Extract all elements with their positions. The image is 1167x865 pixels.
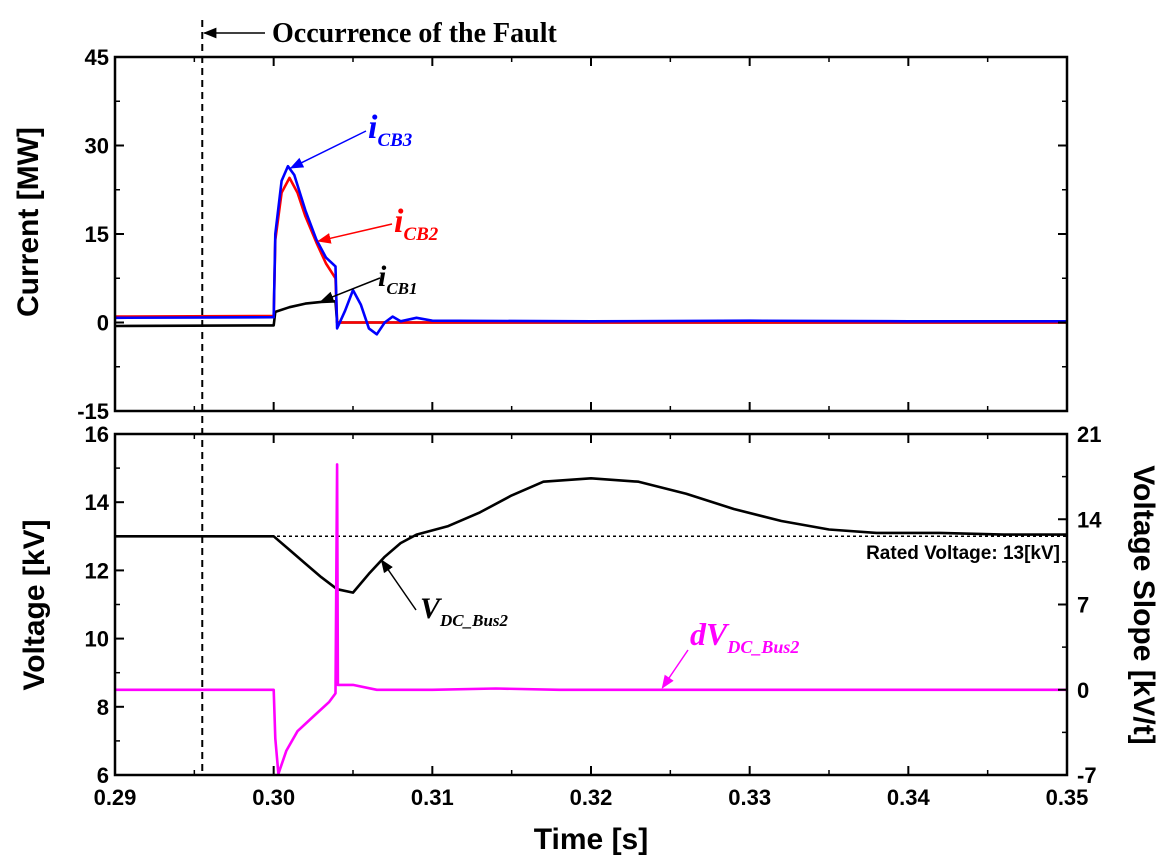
icb3-label-arrow [289, 130, 367, 169]
icb3-label: iCB3 [368, 109, 412, 151]
bottom-plot-frame [113, 432, 1069, 777]
bottom-y-tick-label: 6 [97, 763, 109, 788]
top-y-tick-label: 30 [85, 134, 109, 159]
x-tick-label: 0.29 [94, 785, 137, 810]
vdc-label: VDC_Bus2 [420, 592, 509, 630]
top-y-tick-label: 0 [97, 311, 109, 336]
vdc-label-arrow [380, 559, 417, 611]
series-line-dvdc-bus2 [115, 463, 1067, 776]
bottom-panel: 6 8 10 12 14 16 -7 0 7 14 21 VDC_Bus2 dVDC_Bus2 [85, 422, 1103, 788]
right-y-tick-label: 0 [1077, 678, 1089, 703]
x-tick-label: 0.34 [887, 785, 931, 810]
top-y-tick-label: -15 [77, 399, 109, 424]
series-line-icb2 [114, 176, 1067, 324]
right-y-tick-label: 21 [1077, 422, 1101, 447]
x-tick-label: 0.30 [252, 785, 295, 810]
right-y-tick-label: 7 [1077, 593, 1089, 618]
top-y-axis-label: Current [MW] [12, 127, 45, 317]
x-tick-label: 0.31 [411, 785, 454, 810]
right-y-tick-label: -7 [1077, 763, 1097, 788]
dvdc-label-arrow [661, 649, 689, 689]
icb2-label: iCB2 [394, 203, 439, 245]
rated-voltage-label: Rated Voltage: 13[kV] [866, 543, 1060, 564]
bottom-y-axis-label: Voltage [kV] [18, 519, 51, 690]
x-axis-label: Time [s] [534, 823, 648, 856]
x-tick-label: 0.33 [728, 785, 771, 810]
top-y-tick-label: 15 [85, 222, 109, 247]
top-y-tick-label: 45 [85, 45, 109, 70]
icb1-label: iCB1 [378, 260, 418, 298]
top-plot-frame [113, 55, 1069, 413]
top-panel: -15 0 15 30 45 iCB3 iCB2 iCB1 [77, 45, 1069, 424]
x-tick-label: 0.35 [1046, 785, 1089, 810]
icb2-label-arrow [317, 223, 393, 244]
dvdc-label: dVDC_Bus2 [690, 616, 799, 657]
bottom-y-tick-label: 8 [97, 695, 109, 720]
right-y-tick-label: 14 [1077, 507, 1102, 532]
bottom-y-tick-label: 14 [85, 490, 110, 515]
bottom-y-tick-label: 10 [85, 627, 109, 652]
icb1-label-arrow [320, 277, 381, 302]
series-line-icb3 [114, 164, 1067, 336]
fault-annotation: Occurrence of the Fault [272, 18, 558, 49]
bottom-y-tick-label: 16 [85, 422, 109, 447]
series-line-vdc-bus2 [115, 477, 1067, 594]
right-y-axis-label: Voltage Slope [kV/t] [1127, 465, 1160, 744]
x-tick-label: 0.32 [570, 785, 613, 810]
bottom-y-tick-label: 12 [85, 558, 109, 583]
chart-labels: Current [MW] Voltage [kV] Voltage Slope … [12, 18, 1160, 856]
